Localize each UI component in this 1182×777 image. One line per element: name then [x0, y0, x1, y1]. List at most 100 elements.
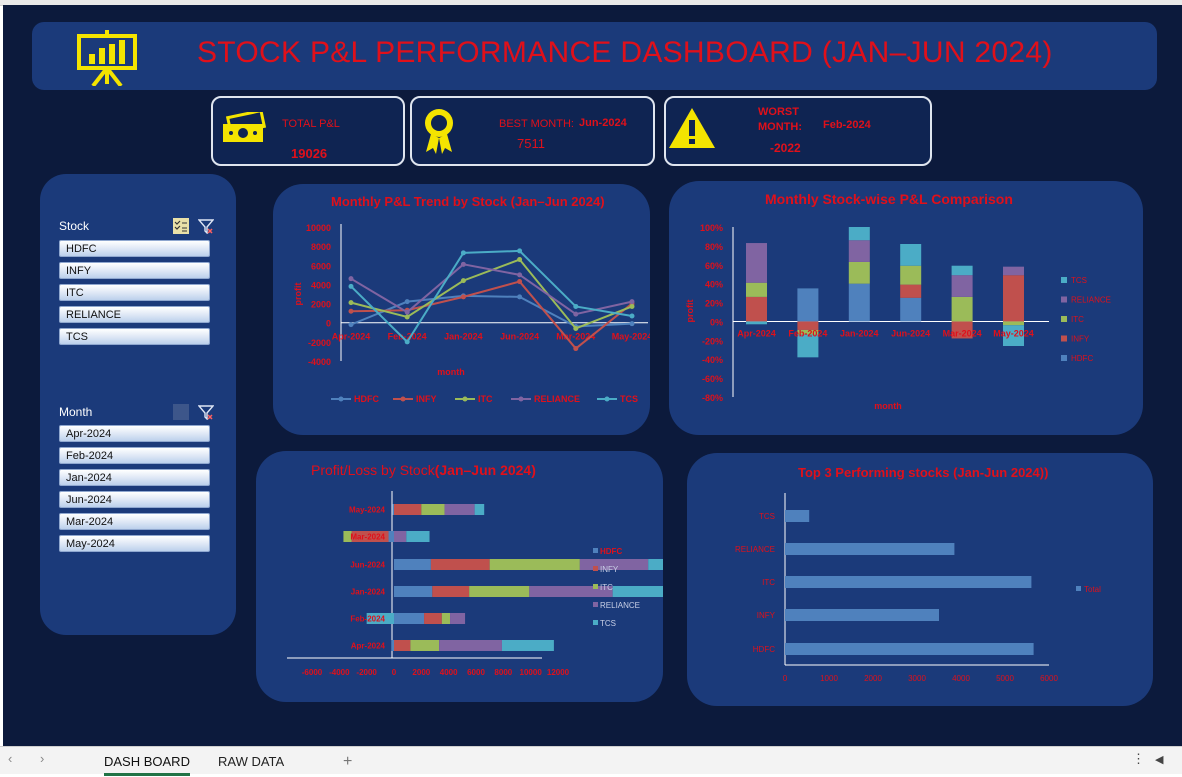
stock-slicer-item-infy[interactable]: INFY: [59, 262, 210, 279]
bystock-title-suffix: (Jan–Jun 2024): [434, 462, 536, 478]
bar-itc: [785, 576, 1032, 588]
dashboard-title: STOCK P&L PERFORMANCE DASHBOARD (JAN–JUN…: [197, 36, 1053, 69]
multi-select-icon[interactable]: [173, 404, 189, 420]
bar-segment: [410, 640, 440, 651]
stock-slicer-item-itc[interactable]: ITC: [59, 284, 210, 301]
kpi-best-month: Jun-2024: [579, 117, 627, 129]
bar-segment: [406, 531, 430, 542]
kpi-best-card: BEST MONTH: Jun-2024 7511: [410, 96, 655, 166]
data-point: [517, 279, 523, 285]
y-tick-label: Jan-2024: [351, 588, 386, 597]
bar-segment: [394, 504, 422, 515]
bar-segment: [746, 321, 767, 325]
x-tick-label: May-2024: [612, 332, 650, 342]
y-tick-label: -60%: [702, 374, 723, 384]
x-tick-label: 2000: [864, 674, 882, 683]
x-tick-label: 5000: [996, 674, 1014, 683]
cash-icon: [223, 112, 267, 142]
scroll-right-icon[interactable]: ›: [40, 751, 45, 766]
legend-marker-dot: [518, 396, 524, 402]
y-tick-label: INFY: [757, 611, 776, 620]
x-tick-label: May-2024: [993, 328, 1034, 338]
clear-filter-icon[interactable]: [198, 219, 214, 234]
month-slicer-item-apr-2024[interactable]: Apr-2024: [59, 425, 210, 442]
sheet-tab-bar: ‹ › DASH BOARD RAW DATA + ⋮ ◀: [0, 746, 1182, 776]
month-slicer-item-may-2024[interactable]: May-2024: [59, 535, 210, 552]
bar-segment: [474, 504, 485, 515]
bar-segment: [394, 559, 431, 570]
x-tick-label: 8000: [494, 668, 512, 677]
tab-dash-board[interactable]: DASH BOARD: [104, 747, 190, 776]
data-point: [348, 283, 354, 289]
legend-marker-dot: [604, 396, 610, 402]
bar-segment: [648, 559, 663, 570]
legend-label: ITC: [478, 394, 493, 404]
x-tick-label: 4000: [952, 674, 970, 683]
data-point: [629, 313, 635, 319]
scrollbar-left-icon[interactable]: ◀: [1155, 754, 1164, 766]
bar-segment: [489, 559, 580, 570]
month-slicer-item-feb-2024[interactable]: Feb-2024: [59, 447, 210, 464]
stock-slicer-item-hdfc[interactable]: HDFC: [59, 240, 210, 257]
trend-chart-panel: Monthly P&L Trend by Stock (Jan–Jun 2024…: [273, 184, 650, 435]
legend-marker: [1061, 335, 1067, 342]
bar-segment: [900, 244, 922, 266]
stock-slicer-item-tcs[interactable]: TCS: [59, 328, 210, 345]
y-tick-label: -20%: [702, 336, 723, 346]
stock-slicer-item-reliance[interactable]: RELIANCE: [59, 306, 210, 323]
bar-segment: [848, 283, 870, 322]
more-options-icon[interactable]: ⋮: [1132, 751, 1145, 766]
x-tick-label: Jan-2024: [840, 328, 879, 338]
x-tick-label: Feb-2024: [788, 328, 827, 338]
data-point: [517, 248, 523, 254]
clear-filter-icon[interactable]: [198, 405, 214, 420]
bar-segment: [1003, 321, 1024, 326]
bar-segment: [1003, 266, 1024, 276]
warning-icon: [669, 108, 715, 148]
scroll-left-icon[interactable]: ‹: [8, 751, 13, 766]
data-point: [629, 321, 635, 327]
data-point: [460, 278, 466, 284]
add-sheet-button[interactable]: +: [343, 753, 353, 770]
x-axis-title: month: [874, 401, 902, 411]
y-axis-title: profit: [293, 283, 303, 306]
bar-segment: [388, 531, 394, 542]
y-tick-label: -80%: [702, 393, 723, 403]
dashboard-area: STOCK P&L PERFORMANCE DASHBOARD (JAN–JUN…: [3, 5, 1182, 746]
kpi-worst-label-line1: WORST: [758, 106, 799, 118]
kpi-worst-label-line2: MONTH:: [758, 121, 802, 133]
bar-segment: [441, 613, 451, 624]
data-point: [517, 294, 523, 300]
bar-segment: [579, 559, 649, 570]
bar-segment: [444, 504, 475, 515]
bar-segment: [612, 586, 663, 597]
y-tick-label: 20%: [705, 299, 723, 309]
data-point: [460, 294, 466, 300]
bystock-chart-title: Profit/Loss by Stock(Jan–Jun 2024): [311, 462, 536, 478]
data-point: [404, 339, 410, 345]
x-tick-label: 2000: [412, 668, 430, 677]
bar-segment: [394, 613, 425, 624]
y-tick-label: Apr-2024: [351, 642, 386, 651]
y-tick-label: 10000: [306, 223, 331, 233]
kpi-total-value: 19026: [291, 146, 328, 161]
month-slicer-item-jan-2024[interactable]: Jan-2024: [59, 469, 210, 486]
kpi-best-value: 7511: [517, 136, 545, 151]
bar-segment: [1003, 325, 1024, 346]
legend-label: RELIANCE: [600, 601, 640, 610]
legend-label: INFY: [1071, 335, 1090, 344]
bystock-chart: -6000 -4000 -2000 0 2000 4000 6000 8000 10000 120…: [287, 491, 663, 677]
bar-segment: [746, 296, 767, 322]
x-tick-label: 4000: [440, 668, 458, 677]
bar-segment: [366, 613, 394, 624]
legend-marker: [1061, 316, 1067, 322]
y-tick-label: -40%: [702, 355, 723, 365]
bar-segment: [848, 240, 870, 262]
tab-raw-data[interactable]: RAW DATA: [218, 754, 285, 769]
x-tick-label: 1000: [820, 674, 838, 683]
bar-segment: [351, 531, 389, 542]
multi-select-icon[interactable]: [173, 218, 189, 234]
legend-label: HDFC: [354, 394, 379, 404]
month-slicer-item-jun-2024[interactable]: Jun-2024: [59, 491, 210, 508]
month-slicer-item-mar-2024[interactable]: Mar-2024: [59, 513, 210, 530]
